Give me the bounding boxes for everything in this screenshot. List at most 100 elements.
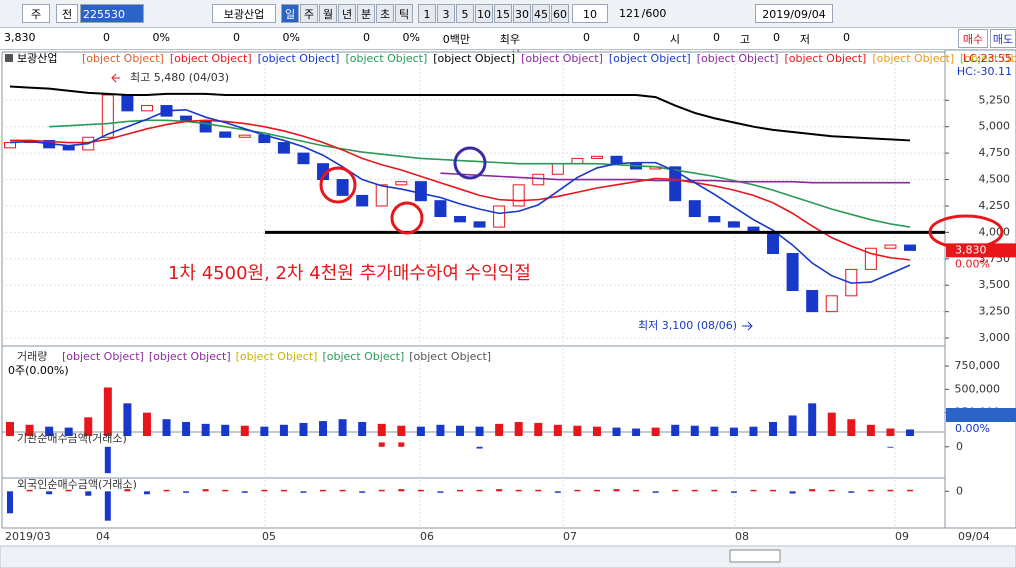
flow-bar — [398, 442, 405, 447]
lc-label: LC:23.55 — [963, 52, 1012, 65]
quote-item: 0% — [152, 31, 170, 44]
flow-bar — [261, 489, 268, 492]
code[interactable]: 225530 — [80, 4, 144, 23]
arrow — [111, 73, 120, 83]
flow-bar — [163, 489, 170, 492]
interval-button[interactable]: 5 — [456, 4, 474, 23]
panel-title: 외국인순매수금액(거래소) — [17, 478, 137, 491]
annotation: 1차 4500원, 2차 4천원 추가매수하여 수익익절 — [168, 263, 531, 284]
legend-item: [object Object] — [785, 52, 867, 65]
volume-bar — [397, 425, 406, 436]
flow-bar — [104, 446, 111, 474]
interval-button[interactable]: 45 — [532, 4, 550, 23]
volume-bar — [671, 424, 680, 436]
quote-item: 저 — [799, 33, 810, 46]
candle-body — [884, 244, 897, 249]
volume-bar — [612, 427, 621, 436]
candle-body — [336, 179, 349, 196]
flow-bar — [378, 489, 385, 492]
volume-bar — [182, 422, 191, 436]
period-button[interactable]: 년 — [338, 4, 356, 23]
quote-item: 0 — [583, 31, 590, 44]
candle-body — [297, 152, 310, 165]
quote-item: 0% — [402, 31, 420, 44]
panel — [1, 345, 946, 437]
volume-bar — [651, 427, 660, 436]
prev[interactable]: 전 — [56, 4, 78, 23]
candle-body — [669, 166, 682, 202]
buy-button[interactable]: 매수 — [958, 29, 988, 48]
volume-bar — [64, 427, 73, 436]
candle-body — [727, 221, 740, 228]
date[interactable]: 2019/09/04 — [755, 4, 833, 23]
legend-item: [object Object] — [433, 52, 515, 65]
flow-bar — [867, 489, 874, 492]
candle-body — [610, 155, 623, 165]
legend-item: [object Object] — [82, 52, 164, 65]
volume-bar — [749, 426, 758, 436]
volume-bar — [514, 422, 523, 436]
volume-bar — [45, 426, 54, 436]
volume-bar — [123, 403, 132, 436]
last-price: 3,830 — [955, 243, 987, 256]
flow-bar — [104, 491, 111, 521]
flow-bar — [46, 491, 53, 495]
period-button[interactable]: 틱 — [395, 4, 413, 23]
volume-bar — [103, 387, 112, 436]
volume-bar — [6, 422, 14, 436]
sell-button[interactable]: 매도 — [990, 29, 1016, 48]
period-button[interactable]: 일 — [281, 4, 299, 23]
legend-item: [object Object] — [149, 350, 231, 363]
quote-item: 3,830 — [4, 31, 36, 44]
flow-bar — [417, 489, 424, 492]
flow-bar — [496, 489, 503, 492]
count-select[interactable]: 10 — [572, 4, 608, 23]
flow-bar — [222, 489, 229, 492]
flow-bar — [730, 491, 737, 493]
period-button[interactable]: 주 — [300, 4, 318, 23]
interval-button[interactable]: 60 — [551, 4, 569, 23]
candle-body — [414, 181, 427, 202]
volume-bar — [260, 426, 269, 436]
flow-bar — [437, 491, 444, 493]
flow-bar — [691, 489, 698, 492]
highlight-circle — [390, 201, 424, 235]
legend-item: [object Object] — [872, 52, 954, 65]
highlight-circle — [319, 166, 357, 204]
stock-name[interactable]: 보광산업 — [212, 4, 276, 23]
legend-item: [object Object] — [258, 52, 340, 65]
flow-bar — [613, 489, 620, 492]
interval-button[interactable]: 10 — [475, 4, 493, 23]
legend-item: [object Object] — [345, 52, 427, 65]
x-end-label: 09/04 — [958, 530, 990, 543]
flow-bar — [770, 489, 777, 492]
flow-bar — [457, 489, 463, 492]
quote-item: 시 — [669, 33, 680, 46]
volume-bar — [456, 425, 464, 436]
quote-item: 0백만 — [442, 33, 470, 46]
volume-bar — [906, 429, 914, 436]
panel-title: 기관순매수금액(거래소) — [17, 432, 127, 445]
interval-button[interactable]: 15 — [494, 4, 512, 23]
highlight-circle — [453, 146, 487, 180]
market[interactable]: 주 — [22, 4, 50, 23]
flow-bar — [143, 491, 150, 495]
interval-button[interactable]: 30 — [513, 4, 531, 23]
low-note: 최저 3,100 (08/06) — [638, 319, 737, 332]
period-button[interactable]: 분 — [357, 4, 375, 23]
panel — [1, 51, 946, 347]
ma-line — [9, 85, 911, 142]
candle-body — [4, 142, 16, 149]
y-tick-label: 0 — [956, 440, 963, 453]
volume-change: 0.00% — [955, 422, 990, 435]
interval-button[interactable]: 3 — [437, 4, 455, 23]
volume-sub: 0주(0.00%) — [8, 364, 69, 377]
volume-bar — [475, 426, 484, 436]
legend-icon — [5, 54, 13, 62]
period-button[interactable]: 초 — [376, 4, 394, 23]
interval-button[interactable]: 1 — [418, 4, 436, 23]
flow-bar — [828, 489, 835, 492]
candle-body — [219, 131, 232, 138]
period-button[interactable]: 월 — [319, 4, 337, 23]
